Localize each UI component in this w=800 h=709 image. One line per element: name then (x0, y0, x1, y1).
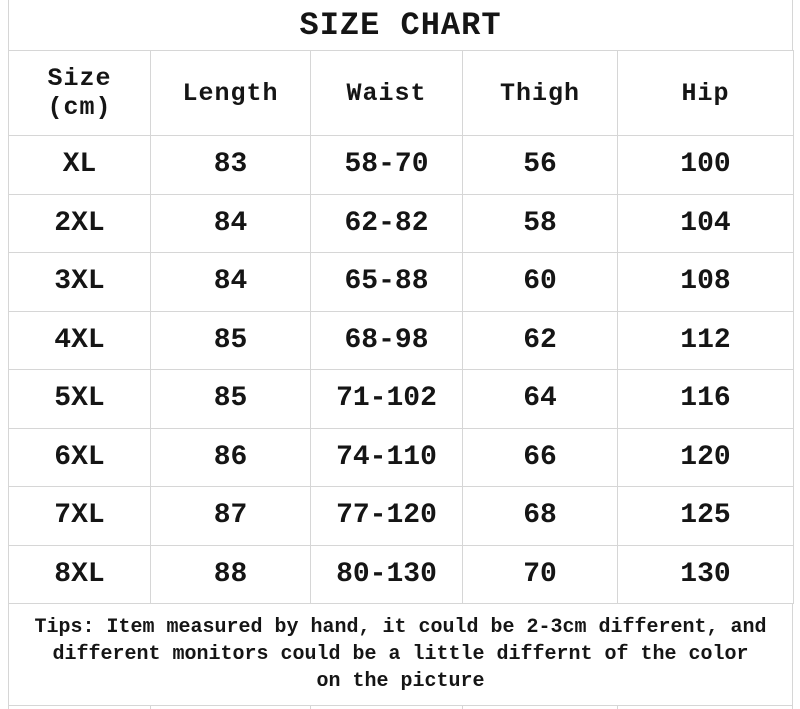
size-chart-container: SIZE CHART Size (cm) Length Waist Thigh … (8, 0, 794, 709)
tips-line-3: on the picture (316, 670, 485, 693)
cell-waist: 80-130 (310, 544, 463, 604)
header-row: Size (cm) Length Waist Thigh Hip (8, 50, 794, 136)
cell-waist: 65-88 (310, 252, 463, 312)
cell-thigh: 64 (462, 369, 618, 429)
col-header-waist: Waist (310, 50, 463, 136)
cell-hip: 100 (617, 135, 794, 195)
tips-note: Tips: Item measured by hand, it could be… (8, 604, 793, 706)
cell-thigh: 66 (462, 427, 618, 487)
cell-thigh: 68 (462, 486, 618, 546)
cell-length: 85 (150, 310, 311, 370)
cell-hip: 125 (617, 486, 794, 546)
col-header-hip: Hip (617, 50, 794, 136)
table-row: XL 83 58-70 56 100 (8, 135, 794, 195)
cell-thigh: 60 (462, 252, 618, 312)
size-chart-table: Size (cm) Length Waist Thigh Hip XL 83 5… (8, 50, 794, 604)
table-row: 6XL 86 74-110 66 120 (8, 427, 794, 487)
cell-waist: 74-110 (310, 427, 463, 487)
table-row: 3XL 84 65-88 60 108 (8, 252, 794, 312)
table-row: 2XL 84 62-82 58 104 (8, 193, 794, 253)
cell-waist: 77-120 (310, 486, 463, 546)
cell-size: XL (8, 135, 151, 195)
cell-hip: 116 (617, 369, 794, 429)
chart-title: SIZE CHART (8, 0, 793, 50)
cell-waist: 68-98 (310, 310, 463, 370)
cell-size: 3XL (8, 252, 151, 312)
cell-thigh: 62 (462, 310, 618, 370)
cell-hip: 120 (617, 427, 794, 487)
cell-thigh: 70 (462, 544, 618, 604)
cell-hip: 112 (617, 310, 794, 370)
cell-size: 2XL (8, 193, 151, 253)
cell-size: 7XL (8, 486, 151, 546)
tips-line-2: different monitors could be a little dif… (52, 643, 749, 666)
grid-remnant (8, 706, 793, 709)
col-header-thigh: Thigh (462, 50, 618, 136)
cell-waist: 58-70 (310, 135, 463, 195)
cell-hip: 130 (617, 544, 794, 604)
cell-length: 88 (150, 544, 311, 604)
table-row: 4XL 85 68-98 62 112 (8, 310, 794, 370)
cell-length: 84 (150, 252, 311, 312)
table-row: 5XL 85 71-102 64 116 (8, 369, 794, 429)
cell-hip: 108 (617, 252, 794, 312)
cell-size: 6XL (8, 427, 151, 487)
cell-hip: 104 (617, 193, 794, 253)
col-header-size: Size (cm) (8, 50, 151, 136)
cell-length: 85 (150, 369, 311, 429)
cell-waist: 62-82 (310, 193, 463, 253)
table-row: 8XL 88 80-130 70 130 (8, 544, 794, 604)
cell-length: 86 (150, 427, 311, 487)
cell-length: 87 (150, 486, 311, 546)
cell-length: 84 (150, 193, 311, 253)
cell-size: 5XL (8, 369, 151, 429)
cell-size: 8XL (8, 544, 151, 604)
cell-size: 4XL (8, 310, 151, 370)
tips-line-1: Tips: Item measured by hand, it could be… (34, 616, 767, 639)
table-row: 7XL 87 77-120 68 125 (8, 486, 794, 546)
cell-thigh: 56 (462, 135, 618, 195)
col-header-length: Length (150, 50, 311, 136)
cell-length: 83 (150, 135, 311, 195)
cell-thigh: 58 (462, 193, 618, 253)
cell-waist: 71-102 (310, 369, 463, 429)
